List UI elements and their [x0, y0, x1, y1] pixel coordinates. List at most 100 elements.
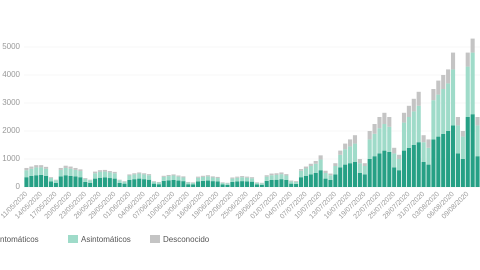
y-tick-label: 2000: [2, 126, 20, 135]
bar-segment: [102, 171, 107, 178]
bar-segment: [161, 176, 166, 181]
bar-segment: [308, 163, 313, 166]
bar-segment: [328, 173, 333, 176]
bar-segment: [107, 178, 112, 187]
bar-segment: [431, 100, 436, 140]
bar-segment: [245, 177, 250, 182]
bar-segment: [387, 117, 392, 127]
bar-segment: [166, 180, 171, 187]
bar-segment: [176, 175, 181, 177]
bar-segment: [470, 38, 475, 53]
bar-segment: [264, 176, 269, 181]
bar-segment: [127, 175, 132, 180]
bar-segment: [200, 176, 206, 181]
bar-segment: [259, 184, 264, 187]
bar-segment: [225, 184, 230, 187]
bar-segment: [44, 175, 49, 187]
bar-segment: [48, 177, 54, 179]
bar-segment: [220, 182, 225, 183]
bar-segment: [372, 156, 377, 187]
bar-segment: [73, 167, 78, 170]
bar-segment: [426, 139, 431, 148]
bar-segment: [181, 176, 186, 178]
bar-segment: [181, 181, 186, 187]
bar-segment: [294, 183, 299, 187]
bar-segment: [298, 177, 304, 187]
bar-segment: [269, 175, 274, 180]
bar-segment: [431, 89, 436, 101]
bar-segment: [401, 112, 407, 123]
bar-segment: [441, 133, 446, 187]
bar-segment: [78, 169, 83, 172]
bar-segment: [441, 75, 446, 89]
bar-segment: [470, 52, 475, 115]
bar-segment: [102, 169, 107, 172]
bar-segment: [397, 154, 402, 159]
bar-segment: [142, 179, 147, 187]
bar-segment: [29, 168, 34, 176]
bar-segment: [308, 174, 313, 187]
bar-segment: [245, 176, 250, 178]
bar-segment: [68, 175, 73, 187]
bar-segment: [132, 174, 137, 180]
bar-segment: [259, 182, 264, 184]
bar-segment: [426, 147, 431, 165]
bar-segment: [455, 125, 460, 154]
bar-segment: [367, 131, 372, 140]
bar-segment: [298, 170, 304, 178]
bar-segment: [387, 126, 392, 152]
bar-segment: [63, 167, 68, 176]
bar-segment: [323, 178, 328, 187]
bar-segment: [196, 181, 201, 187]
bar-segment: [93, 173, 98, 179]
bar-segment: [475, 156, 480, 187]
bar-segment: [83, 178, 88, 182]
bar-segment: [249, 177, 255, 179]
bar-segment: [205, 175, 210, 177]
bar-segment: [249, 181, 255, 187]
bar-segment: [235, 181, 240, 187]
bar-segment: [421, 135, 426, 143]
bar-segment: [53, 182, 58, 187]
bar-segment: [181, 177, 186, 182]
bar-segment: [137, 178, 142, 187]
bar-segment: [83, 178, 88, 179]
bar-segment: [254, 184, 259, 187]
legend-swatch: [68, 235, 78, 243]
bar-segment: [289, 183, 294, 187]
y-tick-label: 0: [16, 182, 21, 191]
bar-segment: [264, 175, 269, 177]
bar-segment: [127, 174, 132, 176]
bar-segment: [313, 163, 318, 173]
bar-segment: [436, 80, 441, 95]
bar-segment: [269, 173, 274, 176]
bar-segment: [387, 152, 392, 187]
bar-segment: [58, 169, 63, 177]
bar-segment: [200, 180, 206, 187]
bar-segment: [367, 139, 372, 159]
bar-segment: [210, 177, 215, 182]
bar-segment: [151, 181, 156, 182]
bar-segment: [191, 184, 196, 187]
bar-segment: [446, 131, 451, 187]
bar-segment: [333, 166, 338, 175]
bar-segment: [34, 175, 39, 187]
bar-segment: [151, 183, 156, 187]
bar-segment: [117, 180, 122, 183]
bar-segment: [421, 161, 426, 187]
bar-segment: [24, 177, 29, 187]
bar-segment: [166, 174, 171, 177]
bar-segment: [362, 163, 367, 166]
bar-segment: [63, 175, 68, 187]
bar-segment: [333, 174, 338, 187]
bar-segment: [298, 169, 304, 171]
bar-segment: [83, 181, 88, 187]
bar-segment: [117, 179, 122, 181]
bar-segment: [323, 173, 328, 179]
bar-segment: [34, 167, 39, 176]
bar-segment: [343, 164, 348, 187]
bar-segment: [436, 94, 441, 137]
bar-segment: [220, 182, 225, 185]
bar-segment: [88, 179, 93, 181]
bar-segment: [186, 182, 191, 185]
